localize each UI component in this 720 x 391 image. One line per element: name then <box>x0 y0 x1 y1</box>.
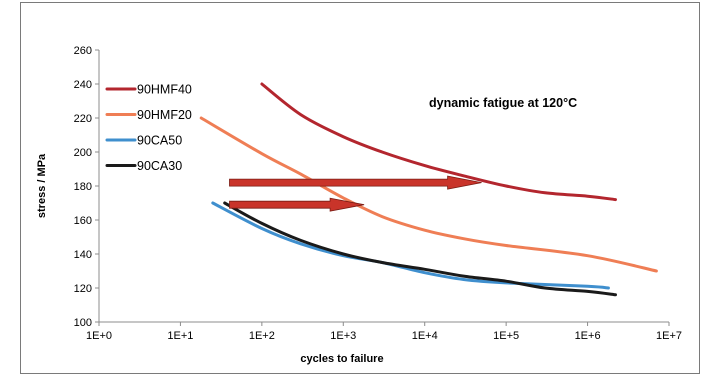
series-line-90hmf40 <box>260 82 617 202</box>
legend-label-90hmf40: 90HMF40 <box>137 83 192 97</box>
y-axis-title: stress / MPa <box>36 153 48 218</box>
arrow-2 <box>229 197 365 212</box>
legend-label-90ca50: 90CA50 <box>137 134 182 148</box>
series-line-90hmf20 <box>199 116 658 273</box>
legend-label-90hmf20: 90HMF20 <box>137 108 192 122</box>
series-layer <box>199 82 658 297</box>
series-line-90ca30 <box>223 201 617 297</box>
x-tick-label: 1E+6 <box>575 330 601 342</box>
series-line-90ca50 <box>211 201 610 290</box>
y-tick-label: 140 <box>74 249 92 261</box>
y-tick-label: 200 <box>74 147 92 159</box>
legend-layer: 90HMF40 90HMF20 90CA50 90CA30 <box>105 83 192 173</box>
y-tick-label: 120 <box>74 283 92 295</box>
x-tick-label: 1E+3 <box>330 330 356 342</box>
y-tick-label: 260 <box>74 45 92 57</box>
y-tick-label: 240 <box>74 79 92 91</box>
fatigue-chart: 100 120 140 160 180 200 220 240 260 1E+0 1E+1 1E+2 1… <box>36 45 682 365</box>
x-tick-label: 1E+5 <box>493 330 519 342</box>
x-axis-title: cycles to failure <box>300 353 383 365</box>
legend-label-90ca30: 90CA30 <box>137 159 182 173</box>
x-tick-label: 1E+0 <box>86 330 112 342</box>
arrow-1 <box>229 175 482 190</box>
x-tick-label: 1E+7 <box>656 330 682 342</box>
x-tick-label: 1E+2 <box>249 330 275 342</box>
y-tick-label: 180 <box>74 181 92 193</box>
x-tick-label: 1E+4 <box>412 330 438 342</box>
chart-annotation: dynamic fatigue at 120°C <box>429 96 577 110</box>
y-tick-label: 160 <box>74 215 92 227</box>
y-tick-label: 220 <box>74 113 92 125</box>
y-tick-label: 100 <box>74 317 92 329</box>
arrows-layer <box>229 175 482 212</box>
axes-layer: 100 120 140 160 180 200 220 240 260 1E+0 1E+1 1E+2 1… <box>74 45 682 342</box>
x-tick-label: 1E+1 <box>167 330 193 342</box>
chart-frame: 100 120 140 160 180 200 220 240 260 1E+0 1E+1 1E+2 1… <box>20 2 700 374</box>
